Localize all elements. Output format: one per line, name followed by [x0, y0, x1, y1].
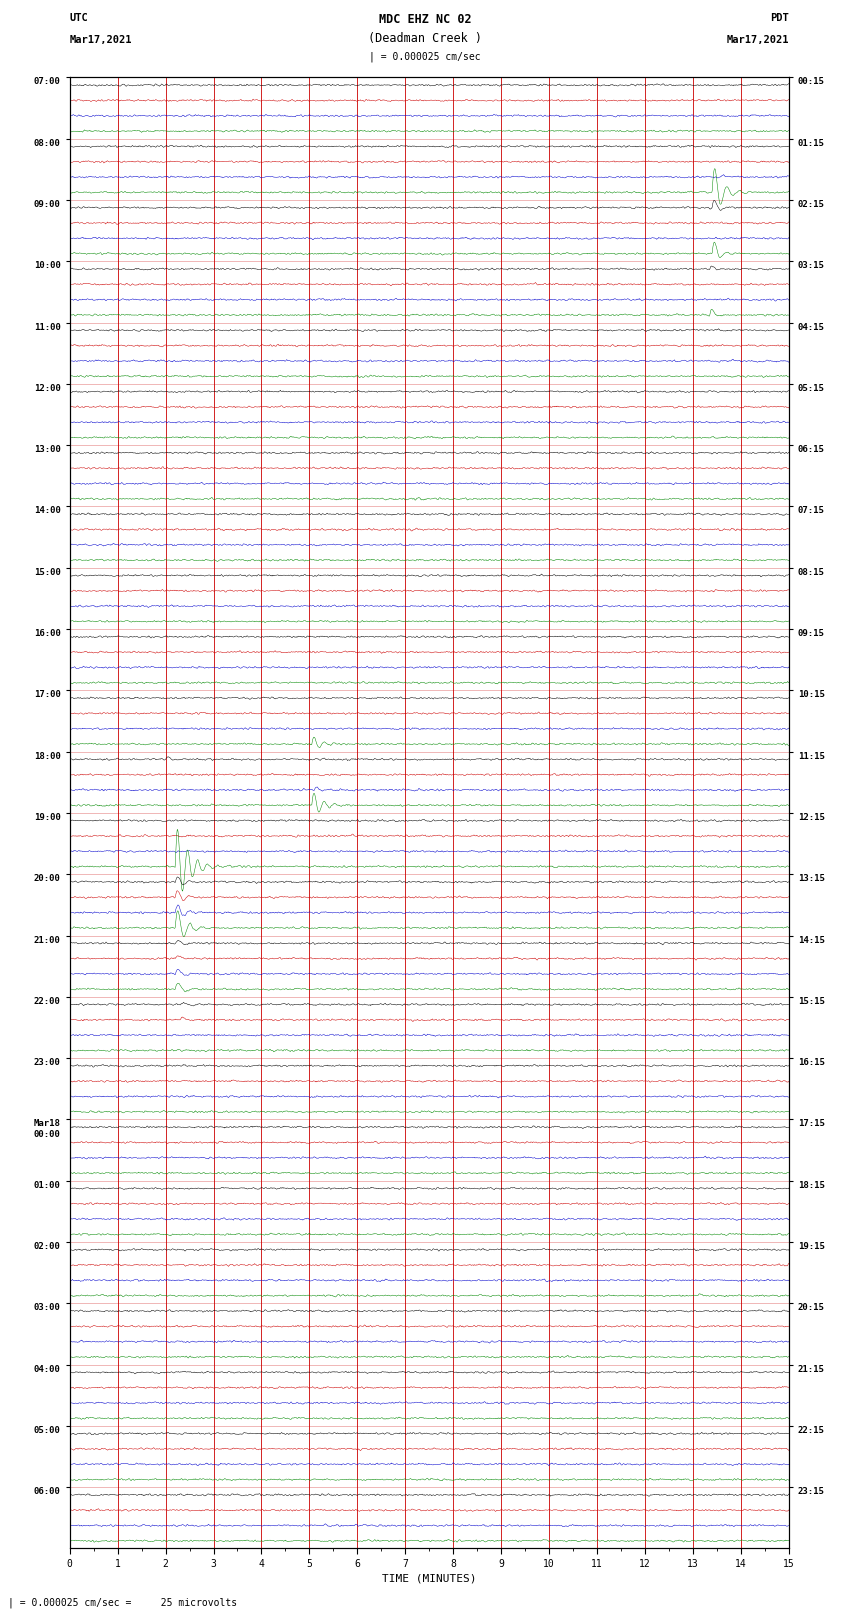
Text: | = 0.000025 cm/sec =     25 microvolts: | = 0.000025 cm/sec = 25 microvolts	[8, 1597, 238, 1608]
Text: MDC EHZ NC 02: MDC EHZ NC 02	[379, 13, 471, 26]
Text: (Deadman Creek ): (Deadman Creek )	[368, 32, 482, 45]
Text: Mar17,2021: Mar17,2021	[726, 35, 789, 45]
Text: | = 0.000025 cm/sec: | = 0.000025 cm/sec	[369, 52, 481, 63]
Text: Mar17,2021: Mar17,2021	[70, 35, 133, 45]
Text: PDT: PDT	[770, 13, 789, 23]
X-axis label: TIME (MINUTES): TIME (MINUTES)	[382, 1573, 477, 1582]
Text: UTC: UTC	[70, 13, 88, 23]
